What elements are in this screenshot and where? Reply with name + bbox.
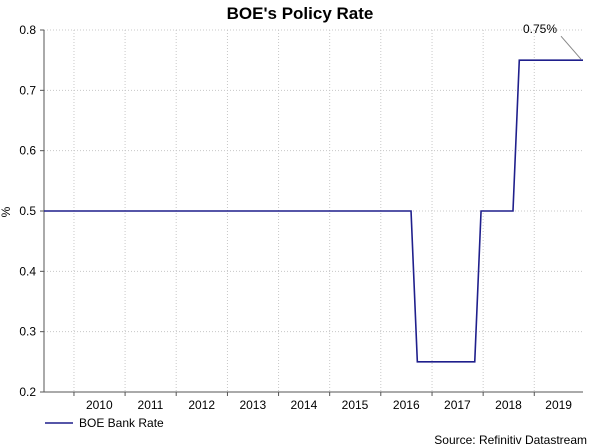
x-ticks: 2010 2011 2012 2013 2014 2015 2016 2017 2018 2019 [73, 392, 572, 412]
y-tick-label: 0.4 [19, 264, 36, 278]
annotation-label: 0.75% [523, 22, 557, 36]
x-tick-label: 2011 [138, 398, 164, 412]
chart-title: BOE's Policy Rate [227, 4, 374, 23]
x-tick-label: 2016 [393, 398, 420, 412]
series [44, 59, 583, 363]
y-tick-label: 0.5 [19, 204, 36, 218]
x-tick-label: 2013 [239, 398, 266, 412]
x-tick-label: 2019 [545, 398, 572, 412]
legend: BOE Bank Rate [45, 416, 164, 430]
x-tick-label: 2012 [188, 398, 215, 412]
source-note: Source: Refinitiv Datastream [434, 433, 587, 447]
x-tick-label: 2010 [86, 398, 113, 412]
y-tick-label: 0.3 [19, 325, 36, 339]
y-tick-label: 0.8 [19, 23, 36, 37]
y-tick-label: 0.6 [19, 144, 36, 158]
annotation: 0.75% [523, 22, 582, 60]
x-tick-label: 2017 [444, 398, 471, 412]
x-tick-label: 2014 [291, 398, 318, 412]
y-tick-label: 0.2 [19, 385, 36, 399]
annotation-leader [560, 35, 582, 60]
y-tick-label: 0.7 [19, 83, 36, 97]
series-line [44, 59, 583, 363]
legend-label: BOE Bank Rate [79, 416, 164, 430]
y-axis-label: % [0, 206, 13, 217]
x-tick-label: 2015 [342, 398, 369, 412]
x-tick-label: 2018 [495, 398, 522, 412]
y-ticks: 0.2 0.3 0.4 0.5 0.6 0.7 0.8 [19, 23, 44, 399]
